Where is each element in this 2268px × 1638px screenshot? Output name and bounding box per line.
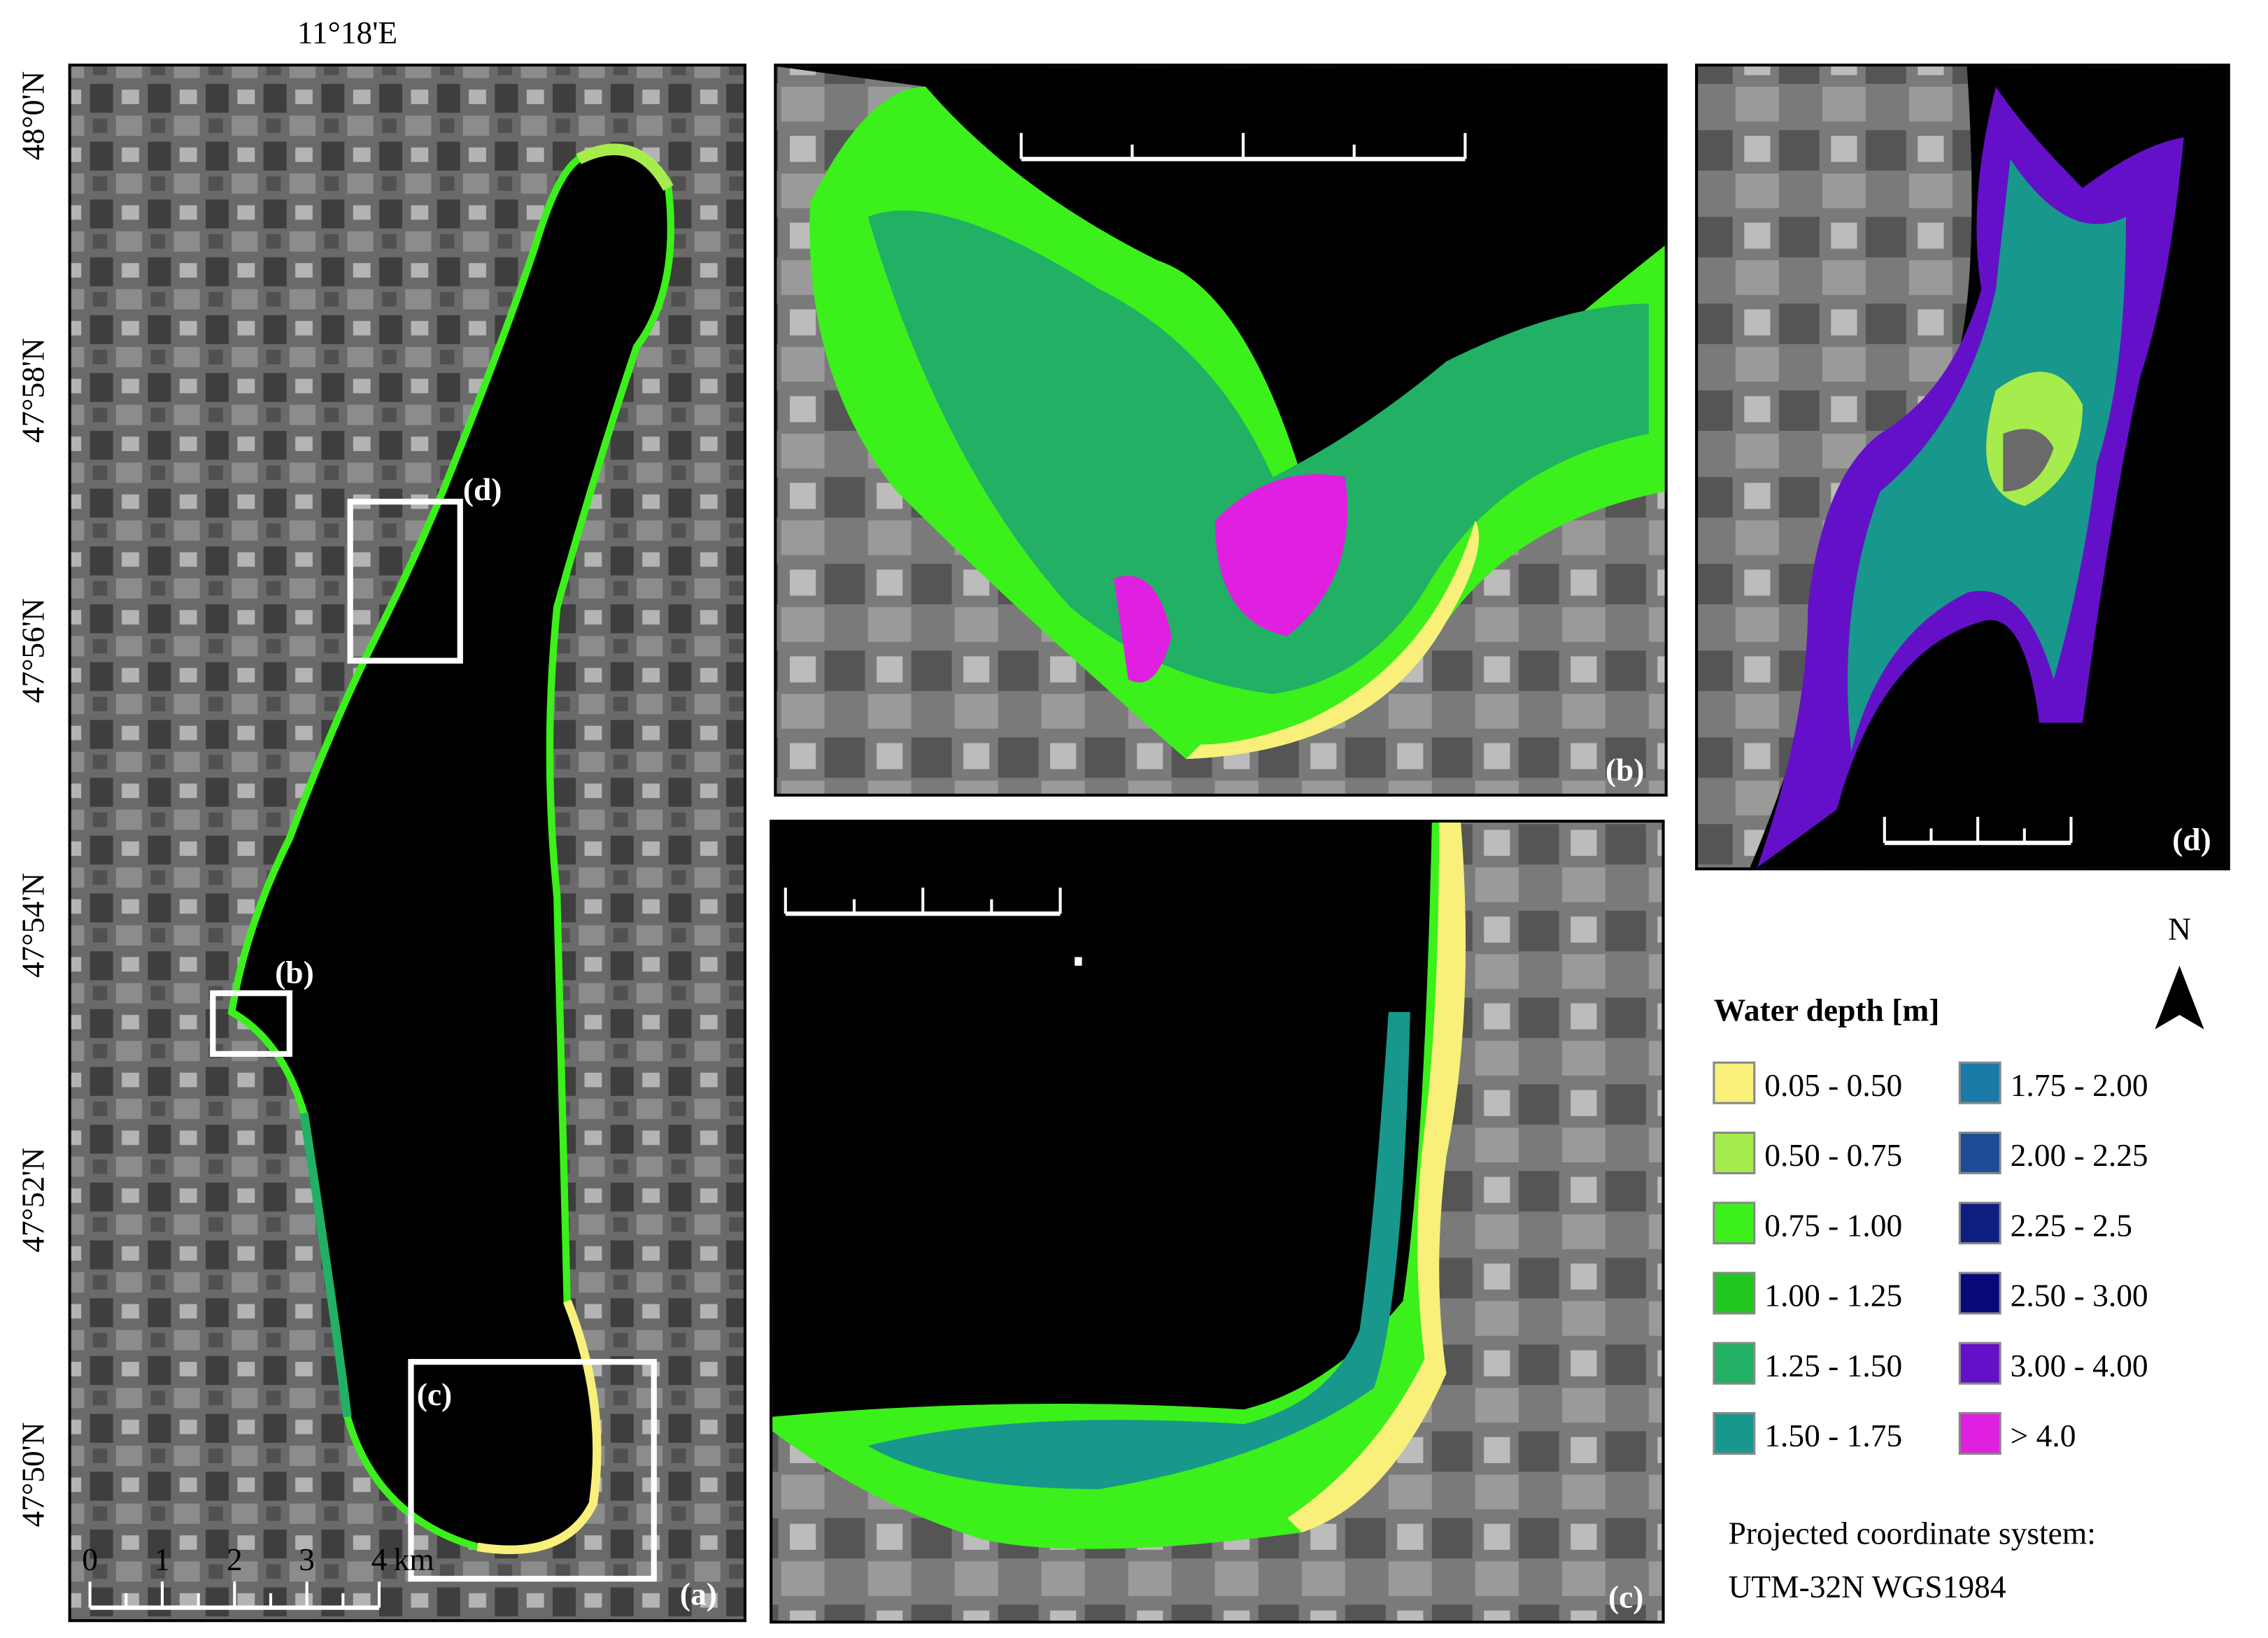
scale-label: 0.5 (2051, 776, 2091, 812)
panel-label: (b) (1606, 752, 1645, 788)
panel-label: (a) (680, 1576, 717, 1611)
arrow (2155, 965, 2204, 1030)
scale-label: 0 (82, 1541, 98, 1577)
latitude-label: 47°58'N (15, 338, 50, 443)
island (2003, 429, 2054, 492)
scale-label: 1 (1052, 848, 1068, 883)
scale-unit: km (1075, 848, 1115, 883)
water (772, 822, 1432, 1417)
legend-swatch (1958, 1341, 2001, 1385)
legend-label: 2.00 - 2.25 (2011, 1137, 2148, 1173)
legend-swatch (1958, 1061, 2001, 1104)
speck (1075, 957, 1082, 966)
legend-label: 1.75 - 2.00 (2011, 1067, 2148, 1103)
legend-label: 1.25 - 1.50 (1764, 1348, 1902, 1383)
scale-label: 0.25 (1950, 776, 2006, 812)
legend-swatch (1713, 1412, 1756, 1455)
scale-label: 0 (777, 848, 793, 883)
crs-text: UTM-32N WGS1984 (1729, 1569, 2006, 1604)
legend-label: 2.50 - 3.00 (2011, 1278, 2148, 1313)
panel-label: (c) (1608, 1579, 1643, 1615)
legend-label: 0.50 - 0.75 (1764, 1137, 1902, 1173)
inset-box (408, 1359, 657, 1582)
shore-band (299, 1112, 352, 1418)
inset-box (347, 499, 463, 664)
mid-zone (867, 1011, 1410, 1490)
panel-d (1695, 63, 2230, 871)
scale-label: 0 (1876, 776, 1892, 812)
shore-band (576, 143, 674, 191)
legend-label: 1.00 - 1.25 (1764, 1278, 1902, 1313)
panel-label: (d) (2172, 821, 2211, 857)
scale-label: 2 (227, 1541, 243, 1577)
deep-zone (1214, 474, 1348, 636)
latitude-label: 47°56'N (15, 598, 50, 703)
longitude-label: 11°18'E (297, 15, 397, 50)
legend-label: 0.05 - 0.50 (1764, 1067, 1902, 1103)
legend-label: 2.25 - 2.5 (2011, 1207, 2132, 1243)
scale-label: 3 (299, 1541, 315, 1577)
north-label: N (2168, 911, 2191, 947)
legend-swatch (1958, 1132, 2001, 1174)
panel-b (774, 63, 1668, 797)
scale-label: 4 (371, 1541, 388, 1577)
legend-swatch (1958, 1272, 2001, 1315)
shore-shallow (1287, 822, 1466, 1533)
legend-swatch (1713, 1341, 1756, 1385)
scale-label: 0 (1013, 93, 1029, 129)
legend-swatch (1713, 1132, 1756, 1174)
legend-swatch (1958, 1412, 2001, 1455)
scale-label: 1 (155, 1541, 171, 1577)
legend-label: > 4.0 (2011, 1418, 2076, 1453)
shallow-zone (772, 822, 1466, 1549)
legend-swatch (1958, 1202, 2001, 1245)
inset-label: (c) (417, 1376, 452, 1412)
scale-label: 0.25 (1215, 93, 1271, 129)
scale-label: 0.5 (1445, 93, 1485, 129)
legend-label: 3.00 - 4.00 (2011, 1348, 2148, 1383)
latitude-label: 47°50'N (15, 1422, 50, 1527)
legend-label: 0.75 - 1.00 (1764, 1207, 1902, 1243)
scale-unit: km (1480, 93, 1520, 129)
legend-swatch (1713, 1202, 1756, 1245)
inset-label: (d) (463, 471, 502, 507)
scale-unit: km (394, 1541, 434, 1577)
scale-unit: km (2085, 776, 2126, 812)
shore-shallow (1186, 520, 1479, 760)
latitude-label: 47°52'N (15, 1148, 50, 1253)
crs-text: Projected coordinate system: (1729, 1516, 2096, 1551)
north-arrow (2155, 965, 2204, 1030)
legend-title: Water depth [m] (1714, 992, 1939, 1027)
scale-label: 0.5 (903, 848, 943, 883)
mid-zone (867, 210, 1649, 695)
panel-a (68, 63, 747, 1623)
legend-swatch (1713, 1272, 1756, 1315)
legend-swatch (1713, 1061, 1756, 1104)
latitude-label: 48°0'N (15, 71, 50, 160)
lake (227, 145, 675, 1554)
panel-c (770, 820, 1665, 1624)
deep-zone (1114, 576, 1172, 683)
latitude-label: 47°54'N (15, 873, 50, 978)
legend-label: 1.50 - 1.75 (1764, 1418, 1902, 1453)
inset-box (210, 990, 292, 1057)
inset-label: (b) (275, 955, 314, 990)
